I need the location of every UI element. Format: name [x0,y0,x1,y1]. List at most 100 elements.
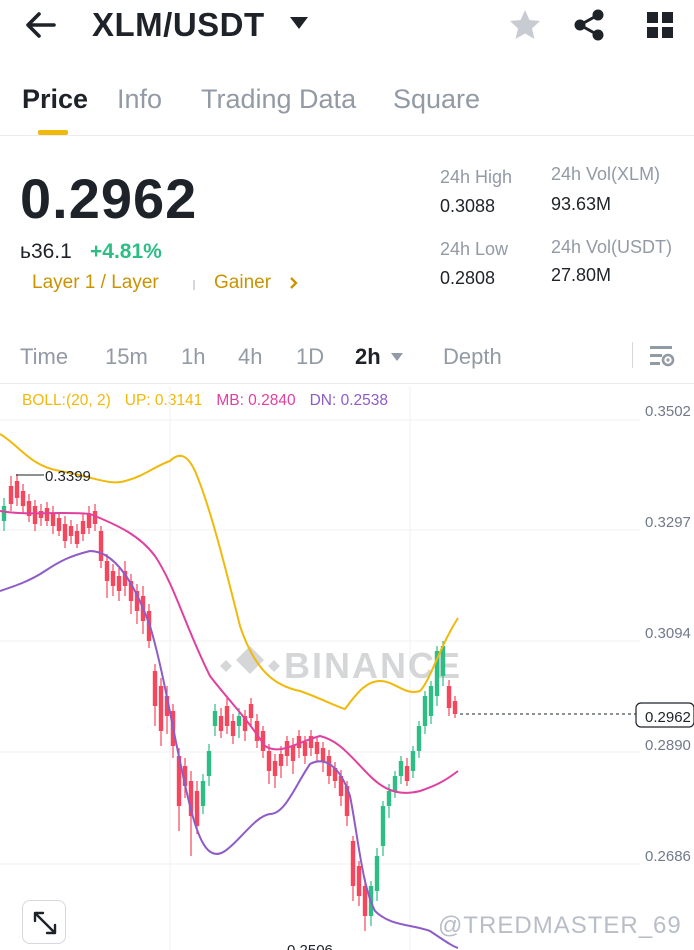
chevron-right-icon[interactable] [288,275,300,291]
candle-body [332,768,338,781]
boll-up: UP: 0.3141 [124,392,203,409]
candle-body [248,704,254,718]
candle-body [212,711,218,726]
category-tag-layer1[interactable]: Layer 1 / Layer [32,272,159,293]
interval-time[interactable]: Time [20,344,69,369]
vol-usdt-label: 24h Vol(USDT) [551,237,673,257]
candle-body [68,526,74,536]
candle-body [392,776,398,791]
y-tick-label: 0.2686 [645,848,691,865]
boll-dn: DN: 0.2538 [309,392,389,409]
high-marker-label: 0.3399 [45,468,91,485]
current-price-label: 0.2962 [645,709,691,726]
interval-4h[interactable]: 4h [238,344,263,369]
candle-body [362,886,368,916]
candle-body [326,756,332,776]
tab-price[interactable]: Price [22,84,89,114]
candle-body [428,686,434,716]
vol-xlm-label: 24h Vol(XLM) [551,164,661,184]
candle-body [224,706,230,726]
candle-body [62,524,68,541]
user-watermark: @TREDMASTER_69 [438,912,682,939]
boll-label: BOLL:(20, 2) [22,392,111,409]
candlestick-chart[interactable]: BINANCE 0.3399 0.2506 0.2962 0.3502 0.32… [0,386,694,950]
candle-body [158,686,164,731]
interval-15m[interactable]: 15m [105,344,148,369]
share-icon[interactable] [572,8,606,42]
chart-grid [0,386,640,950]
y-tick-label: 0.3094 [645,625,691,642]
candle-body [338,776,344,796]
candle-body [290,746,296,761]
candle-body [80,521,86,534]
price-change-percent: +4.81% [90,240,162,263]
candle-body [194,791,200,826]
category-tag-gainer[interactable]: Gainer [214,272,272,293]
y-tick-label: 0.2890 [645,737,691,754]
candle-body [266,751,272,771]
high-label: 24h High [440,167,513,187]
boll-lower-line [0,549,459,949]
grid-icon[interactable] [645,10,675,40]
boll-middle-line [0,510,459,794]
low-marker: 0.2506 [287,942,333,950]
candle-body [380,806,386,846]
fiat-price: ь36.1 [20,240,72,263]
candle-body [254,721,260,741]
candle-body [242,716,248,731]
candle-body [356,866,362,896]
candle-body [134,591,140,611]
expand-icon [33,911,57,935]
interval-divider [632,342,633,368]
high-value: 0.3088 [440,196,496,216]
candle-body [26,501,32,516]
candle-body [182,766,188,786]
interval-1h[interactable]: 1h [181,344,206,369]
candle-body [200,781,206,806]
top-bar: XLM/USDT [0,0,694,52]
pair-title[interactable]: XLM/USDT [92,6,265,43]
caret-down-icon[interactable] [289,16,309,30]
candle-body [38,511,44,518]
tab-square[interactable]: Square [393,84,481,114]
binance-watermark: BINANCE [220,645,460,686]
candle-body [452,701,458,714]
candle-body [308,736,314,748]
candle-body [446,686,452,708]
candle-body [20,491,26,506]
interval-2h[interactable]: 2h [355,344,381,369]
active-tab-indicator [38,130,68,135]
candle-body [296,736,302,748]
candle-body [98,531,104,561]
tag-divider [193,280,195,290]
boll-legend: BOLL:(20, 2) UP: 0.3141 MB: 0.2840 DN: 0.25… [22,392,402,410]
tab-bar: Price Info Trading Data Square [0,80,694,136]
candle-body [278,754,284,766]
candle-body [314,742,320,754]
candle-body [410,751,416,771]
vol-xlm-value: 93.63M [551,194,612,214]
candle-body [8,486,14,504]
back-arrow-icon[interactable] [24,10,58,40]
chart-settings-icon[interactable] [648,342,676,370]
tab-trading-data[interactable]: Trading Data [201,84,357,114]
caret-down-icon[interactable] [390,352,404,362]
candle-body [434,651,440,696]
candle-body [236,716,242,726]
candle-body [404,766,410,781]
candle-body [176,756,182,806]
tab-info[interactable]: Info [117,84,163,114]
candle-body [218,716,224,731]
y-axis-labels: 0.3502 0.3297 0.3094 0.2890 0.2686 [645,403,691,865]
candle-body [260,731,266,751]
y-tick-label: 0.3297 [645,514,691,531]
fullscreen-button[interactable] [22,900,66,944]
star-icon[interactable] [508,8,542,42]
interval-1d[interactable]: 1D [296,344,325,369]
candle-body [116,576,122,591]
candle-body [374,856,380,891]
current-price-tag [635,702,694,728]
boll-upper-line [0,433,459,711]
candle-body [320,748,326,761]
interval-depth[interactable]: Depth [443,344,502,369]
